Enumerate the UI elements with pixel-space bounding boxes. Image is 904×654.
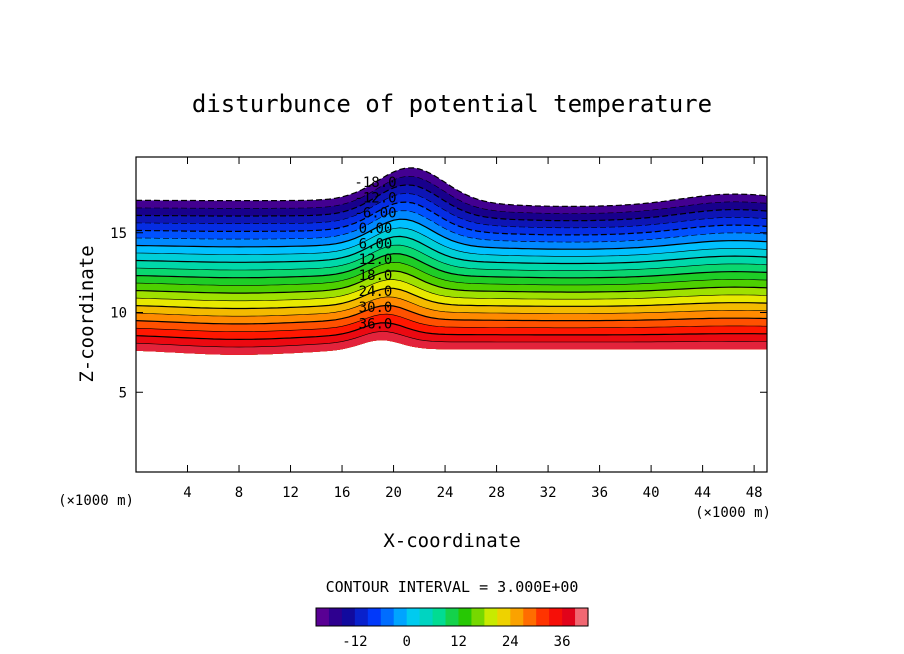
colorbar-swatch: [536, 608, 550, 626]
contour-line: [136, 304, 767, 325]
x-tick-label: 44: [694, 485, 711, 501]
x-tick-label: 16: [334, 485, 351, 501]
x-axis-label: X-coordinate: [383, 530, 520, 552]
colorbar-tick-label: -12: [342, 634, 367, 650]
colorbar-swatch: [406, 608, 421, 626]
colorbar-tick-label: 12: [450, 634, 467, 650]
colorbar-swatch: [445, 608, 460, 626]
contour-line: [136, 270, 767, 294]
colorbar-swatch: [432, 608, 447, 626]
x-tick-label: 8: [235, 485, 243, 501]
contour-line: [136, 227, 767, 257]
colorbar-swatch: [510, 608, 524, 626]
colorbar-swatch: [471, 608, 485, 626]
contour-line: [136, 261, 767, 286]
x-tick-label: 32: [540, 485, 557, 501]
colorbar-swatch: [354, 608, 369, 626]
colorbar-tick-labels: -12 0 12 24 36: [342, 634, 570, 650]
colorbar-swatch: [497, 608, 511, 626]
colorbar-swatch: [562, 608, 576, 626]
contour-label: 24.0: [359, 284, 393, 300]
contour-line: [136, 235, 767, 265]
contour-line: [136, 279, 767, 302]
colorbar-tick-label: 0: [402, 634, 410, 650]
contour-labels: -18.0-12.0-6.000.006.0012.018.024.030.03…: [354, 175, 396, 333]
contour-line: [136, 193, 767, 229]
chart-title: disturbunce of potential temperature: [192, 90, 712, 118]
contour-line: [136, 322, 767, 341]
colorbar-tick-label: 36: [554, 634, 571, 650]
contour-label: 36.0: [359, 317, 393, 333]
colorbar-frame: [315, 607, 589, 627]
contour-label: -6.00: [354, 206, 396, 222]
contour-line: [136, 287, 767, 310]
contour-line: [136, 313, 767, 332]
contour-label: 30.0: [359, 300, 393, 316]
contour-label: 0.00: [359, 221, 393, 237]
colorbar: [315, 607, 589, 627]
colorbar-swatch: [575, 608, 589, 626]
x-tick-label: 20: [385, 485, 402, 501]
contour-line: [136, 201, 767, 236]
x-tick-label: 4: [183, 485, 191, 501]
contour-label: 12.0: [359, 252, 393, 268]
x-tick-label: 40: [643, 485, 660, 501]
x-tick-label: 36: [591, 485, 608, 501]
contour-line: [136, 244, 767, 271]
contour-line: [136, 184, 767, 222]
contour-label: -18.0: [354, 175, 396, 191]
x-axis-unit-right: (×1000 m): [695, 505, 771, 521]
plot-frame: [135, 156, 768, 473]
colorbar-swatch: [328, 608, 343, 626]
x-axis-ticks: 4 8 12 16 20 24 28 32 36 40 44 48: [183, 157, 763, 501]
colorbar-swatch: [549, 608, 563, 626]
contour-line: [136, 253, 767, 279]
contour-label: -12.0: [354, 190, 396, 206]
y-tick-label: 15: [110, 226, 127, 242]
colorbar-swatch: [316, 608, 330, 626]
x-tick-label: 48: [746, 485, 763, 501]
colorbar-swatch: [419, 608, 434, 626]
colorbar-swatch: [341, 608, 356, 626]
contour-label: 6.00: [359, 237, 393, 253]
contour-lines: [136, 167, 767, 348]
x-tick-label: 24: [437, 485, 454, 501]
contour-label: 18.0: [359, 268, 393, 284]
x-axis-unit-left: (×1000 m): [58, 493, 134, 509]
colorbar-tick-label: 24: [502, 634, 519, 650]
contour-line: [136, 331, 767, 348]
colorbar-swatch: [380, 608, 395, 626]
contour-line: [136, 167, 767, 207]
colorbar-swatch: [458, 608, 473, 626]
colorbar-swatch: [484, 608, 498, 626]
contour-band: [136, 331, 767, 355]
x-tick-label: 28: [488, 485, 505, 501]
contour-interval-label: CONTOUR INTERVAL = 3.000E+00: [326, 578, 579, 596]
contour-line: [136, 218, 767, 250]
y-axis-label: Z-coordinate: [76, 245, 98, 382]
y-axis-ticks: 5 10 15: [110, 226, 767, 401]
y-tick-label: 5: [119, 385, 127, 401]
colorbar-swatch: [523, 608, 537, 626]
y-tick-label: 10: [110, 306, 127, 322]
contour-line: [136, 296, 767, 317]
colorbar-swatch: [367, 608, 382, 626]
contour-line: [136, 176, 767, 214]
x-tick-label: 12: [282, 485, 299, 501]
contour-line: [136, 210, 767, 243]
colorbar-swatch: [393, 608, 408, 626]
